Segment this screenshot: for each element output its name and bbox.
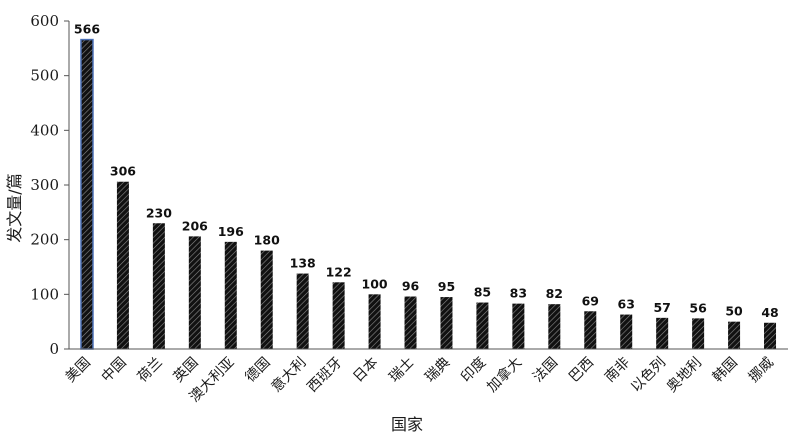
data-label: 122 [326,264,352,279]
x-category-label: 德国 [242,355,273,386]
x-category-label: 瑞典 [422,355,453,386]
x-category-label: 英国 [170,354,202,386]
x-category-label: 挪威 [746,355,777,386]
y-tick-label: 600 [30,12,59,30]
x-category-label: 瑞士 [386,355,417,386]
data-label: 306 [110,164,136,179]
bar [404,296,417,349]
bar [512,303,525,349]
bar [548,304,561,349]
y-axis-label: 发文量/篇 [5,173,24,242]
y-axis-ticks: 0 100 200 300 400 500 600 [30,12,69,358]
y-tick-label: 100 [30,285,59,303]
data-label: 138 [290,256,316,271]
bar [584,311,597,349]
x-category-label: 奥地利 [663,354,705,396]
data-label: 83 [510,286,527,301]
x-category-label: 韩国 [710,355,741,386]
data-label: 50 [725,304,743,319]
x-axis-label: 国家 [391,415,423,434]
x-category-label: 法国 [530,355,561,386]
data-label: 180 [254,233,280,248]
bar [332,282,345,349]
bar [368,294,381,349]
x-category-label: 加拿大 [483,354,525,396]
data-label: 63 [618,297,635,312]
data-label: 196 [218,224,244,239]
data-label: 230 [146,205,172,220]
bar [656,317,669,349]
x-category-label: 西班牙 [304,355,345,396]
data-label: 206 [182,218,208,233]
bar [296,273,309,349]
x-category-label: 美国 [63,355,94,386]
data-label: 69 [582,293,599,308]
bar [224,241,237,349]
y-tick-label: 400 [30,121,59,139]
x-category-label: 中国 [99,355,130,386]
x-category-label: 印度 [458,355,489,386]
bar [152,223,165,349]
x-category-label: 意大利 [268,354,310,396]
data-labels: 566 306 230 206 196 180 138 122 100 96 95 85 83 82 69 6… [74,22,779,320]
x-category-label: 巴西 [566,355,597,386]
bar [692,318,705,349]
data-label: 95 [438,279,455,294]
data-label: 48 [761,305,778,320]
x-category-label: 以色列 [627,354,669,396]
y-tick-label: 200 [30,231,59,249]
bar [80,38,94,350]
bar [620,314,633,349]
bar [476,302,489,349]
x-category-label: 日本 [350,355,381,386]
data-label: 56 [689,300,707,315]
bar [188,236,201,349]
bar [260,250,273,349]
y-tick-label: 0 [49,340,59,358]
data-label: 96 [402,279,420,294]
x-category-label: 荷兰 [135,355,166,386]
data-label: 82 [546,286,563,301]
bar [440,297,453,349]
bar [764,322,777,349]
data-label: 100 [362,276,388,291]
bars [80,38,777,350]
data-label: 85 [474,285,491,300]
y-tick-label: 500 [30,67,59,85]
bar [728,321,741,349]
bar [116,181,129,349]
data-label: 57 [653,300,670,315]
data-label: 566 [74,22,100,37]
x-category-label: 南非 [602,355,633,386]
y-tick-label: 300 [30,176,59,194]
